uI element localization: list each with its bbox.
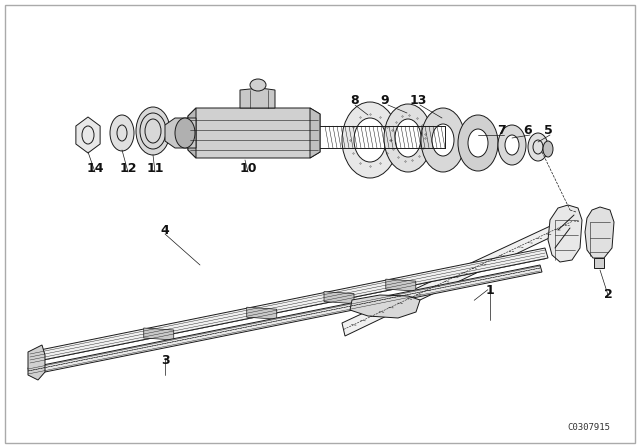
Text: 10: 10 <box>239 161 257 175</box>
Text: 2: 2 <box>604 289 612 302</box>
Ellipse shape <box>136 107 170 155</box>
Ellipse shape <box>505 135 519 155</box>
Polygon shape <box>28 345 45 380</box>
Polygon shape <box>30 248 548 362</box>
Polygon shape <box>76 117 100 153</box>
Polygon shape <box>350 295 420 318</box>
Polygon shape <box>188 108 196 158</box>
Ellipse shape <box>395 119 421 157</box>
Text: 14: 14 <box>86 161 104 175</box>
Ellipse shape <box>175 118 195 148</box>
Ellipse shape <box>458 115 498 171</box>
Ellipse shape <box>354 118 386 162</box>
Text: 3: 3 <box>161 353 170 366</box>
Ellipse shape <box>498 125 526 165</box>
Polygon shape <box>188 108 320 158</box>
Text: 9: 9 <box>381 94 389 107</box>
Polygon shape <box>548 205 582 262</box>
Polygon shape <box>585 207 614 258</box>
FancyBboxPatch shape <box>5 5 635 443</box>
Polygon shape <box>144 328 173 340</box>
Polygon shape <box>165 118 196 148</box>
Ellipse shape <box>468 129 488 157</box>
Polygon shape <box>386 279 416 291</box>
Polygon shape <box>247 307 276 319</box>
Text: 5: 5 <box>543 124 552 137</box>
Polygon shape <box>310 108 320 158</box>
Ellipse shape <box>432 124 454 156</box>
Polygon shape <box>28 265 542 375</box>
Ellipse shape <box>384 104 432 172</box>
Polygon shape <box>324 292 354 304</box>
Text: C0307915: C0307915 <box>567 423 610 432</box>
Text: 6: 6 <box>524 124 532 137</box>
Text: 1: 1 <box>486 284 494 297</box>
Ellipse shape <box>250 79 266 91</box>
Ellipse shape <box>421 108 465 172</box>
Ellipse shape <box>528 133 548 161</box>
Ellipse shape <box>543 141 553 157</box>
Text: 8: 8 <box>351 94 359 107</box>
Polygon shape <box>594 258 604 268</box>
Text: 11: 11 <box>147 161 164 175</box>
Text: 4: 4 <box>161 224 170 237</box>
Polygon shape <box>342 215 574 336</box>
Text: 7: 7 <box>498 124 506 137</box>
Text: 12: 12 <box>119 161 137 175</box>
Polygon shape <box>240 88 275 108</box>
Ellipse shape <box>110 115 134 151</box>
Ellipse shape <box>342 102 398 178</box>
Text: 13: 13 <box>410 94 427 107</box>
